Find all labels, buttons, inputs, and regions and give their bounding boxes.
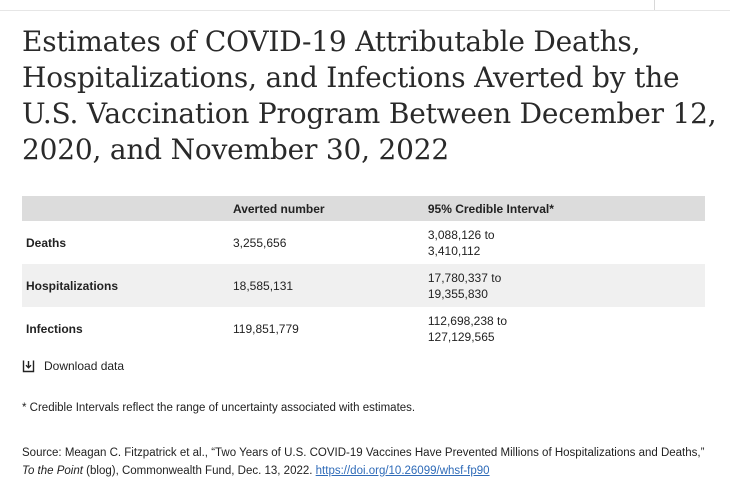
source-suffix: (blog), Commonwealth Fund, Dec. 13, 2022… bbox=[82, 465, 316, 477]
download-data-label: Download data bbox=[44, 359, 125, 373]
header-averted-number: Averted number bbox=[232, 196, 428, 221]
source-citation: Source: Meagan C. Fitzpatrick et al., “T… bbox=[22, 444, 712, 480]
footnote: * Credible Intervals reflect the range o… bbox=[22, 402, 416, 414]
page-title: Estimates of COVID-19 Attributable Death… bbox=[22, 25, 717, 166]
ci-high: 127,129,565 bbox=[427, 329, 495, 344]
table-header-row: Averted number 95% Credible Interval* bbox=[22, 196, 705, 221]
table-row-deaths: Deaths 3,255,656 3,088,126 to 3,410,112 bbox=[22, 221, 705, 264]
averted-value: 18,585,131 bbox=[232, 264, 428, 307]
row-label: Infections bbox=[26, 321, 83, 336]
top-divider bbox=[654, 0, 655, 10]
download-data-button[interactable]: Download data bbox=[22, 357, 124, 375]
credible-interval: 112,698,238 to 127,129,565 bbox=[428, 307, 705, 350]
row-label: Deaths bbox=[26, 235, 67, 250]
doi-link[interactable]: https://doi.org/10.26099/whsf-fp90 bbox=[315, 465, 490, 477]
credible-interval: 3,088,126 to 3,410,112 bbox=[428, 221, 705, 264]
table-row-hospitalizations: Hospitalizations 18,585,131 17,780,337 t… bbox=[22, 264, 705, 307]
header-credible-interval: 95% Credible Interval* bbox=[427, 196, 705, 221]
ci-high: 3,410,112 bbox=[427, 243, 481, 258]
ci-low: 17,780,337 to bbox=[427, 270, 502, 285]
ci-low: 112,698,238 to bbox=[427, 313, 508, 328]
row-label: Hospitalizations bbox=[22, 264, 233, 307]
ci-high: 19,355,830 bbox=[427, 286, 488, 301]
averted-value: 3,255,656 bbox=[232, 235, 287, 250]
table-row-infections: Infections 119,851,779 112,698,238 to 12… bbox=[22, 307, 705, 350]
source-publication: To the Point bbox=[22, 465, 83, 477]
top-border bbox=[0, 0, 730, 11]
averted-table: Averted number 95% Credible Interval* De… bbox=[22, 196, 705, 350]
ci-low: 3,088,126 to bbox=[427, 227, 495, 242]
header-blank bbox=[22, 196, 233, 221]
averted-value: 119,851,779 bbox=[232, 321, 299, 336]
download-icon bbox=[22, 359, 35, 373]
credible-interval: 17,780,337 to 19,355,830 bbox=[427, 264, 705, 307]
source-prefix: Source: Meagan C. Fitzpatrick et al., “T… bbox=[22, 447, 705, 459]
